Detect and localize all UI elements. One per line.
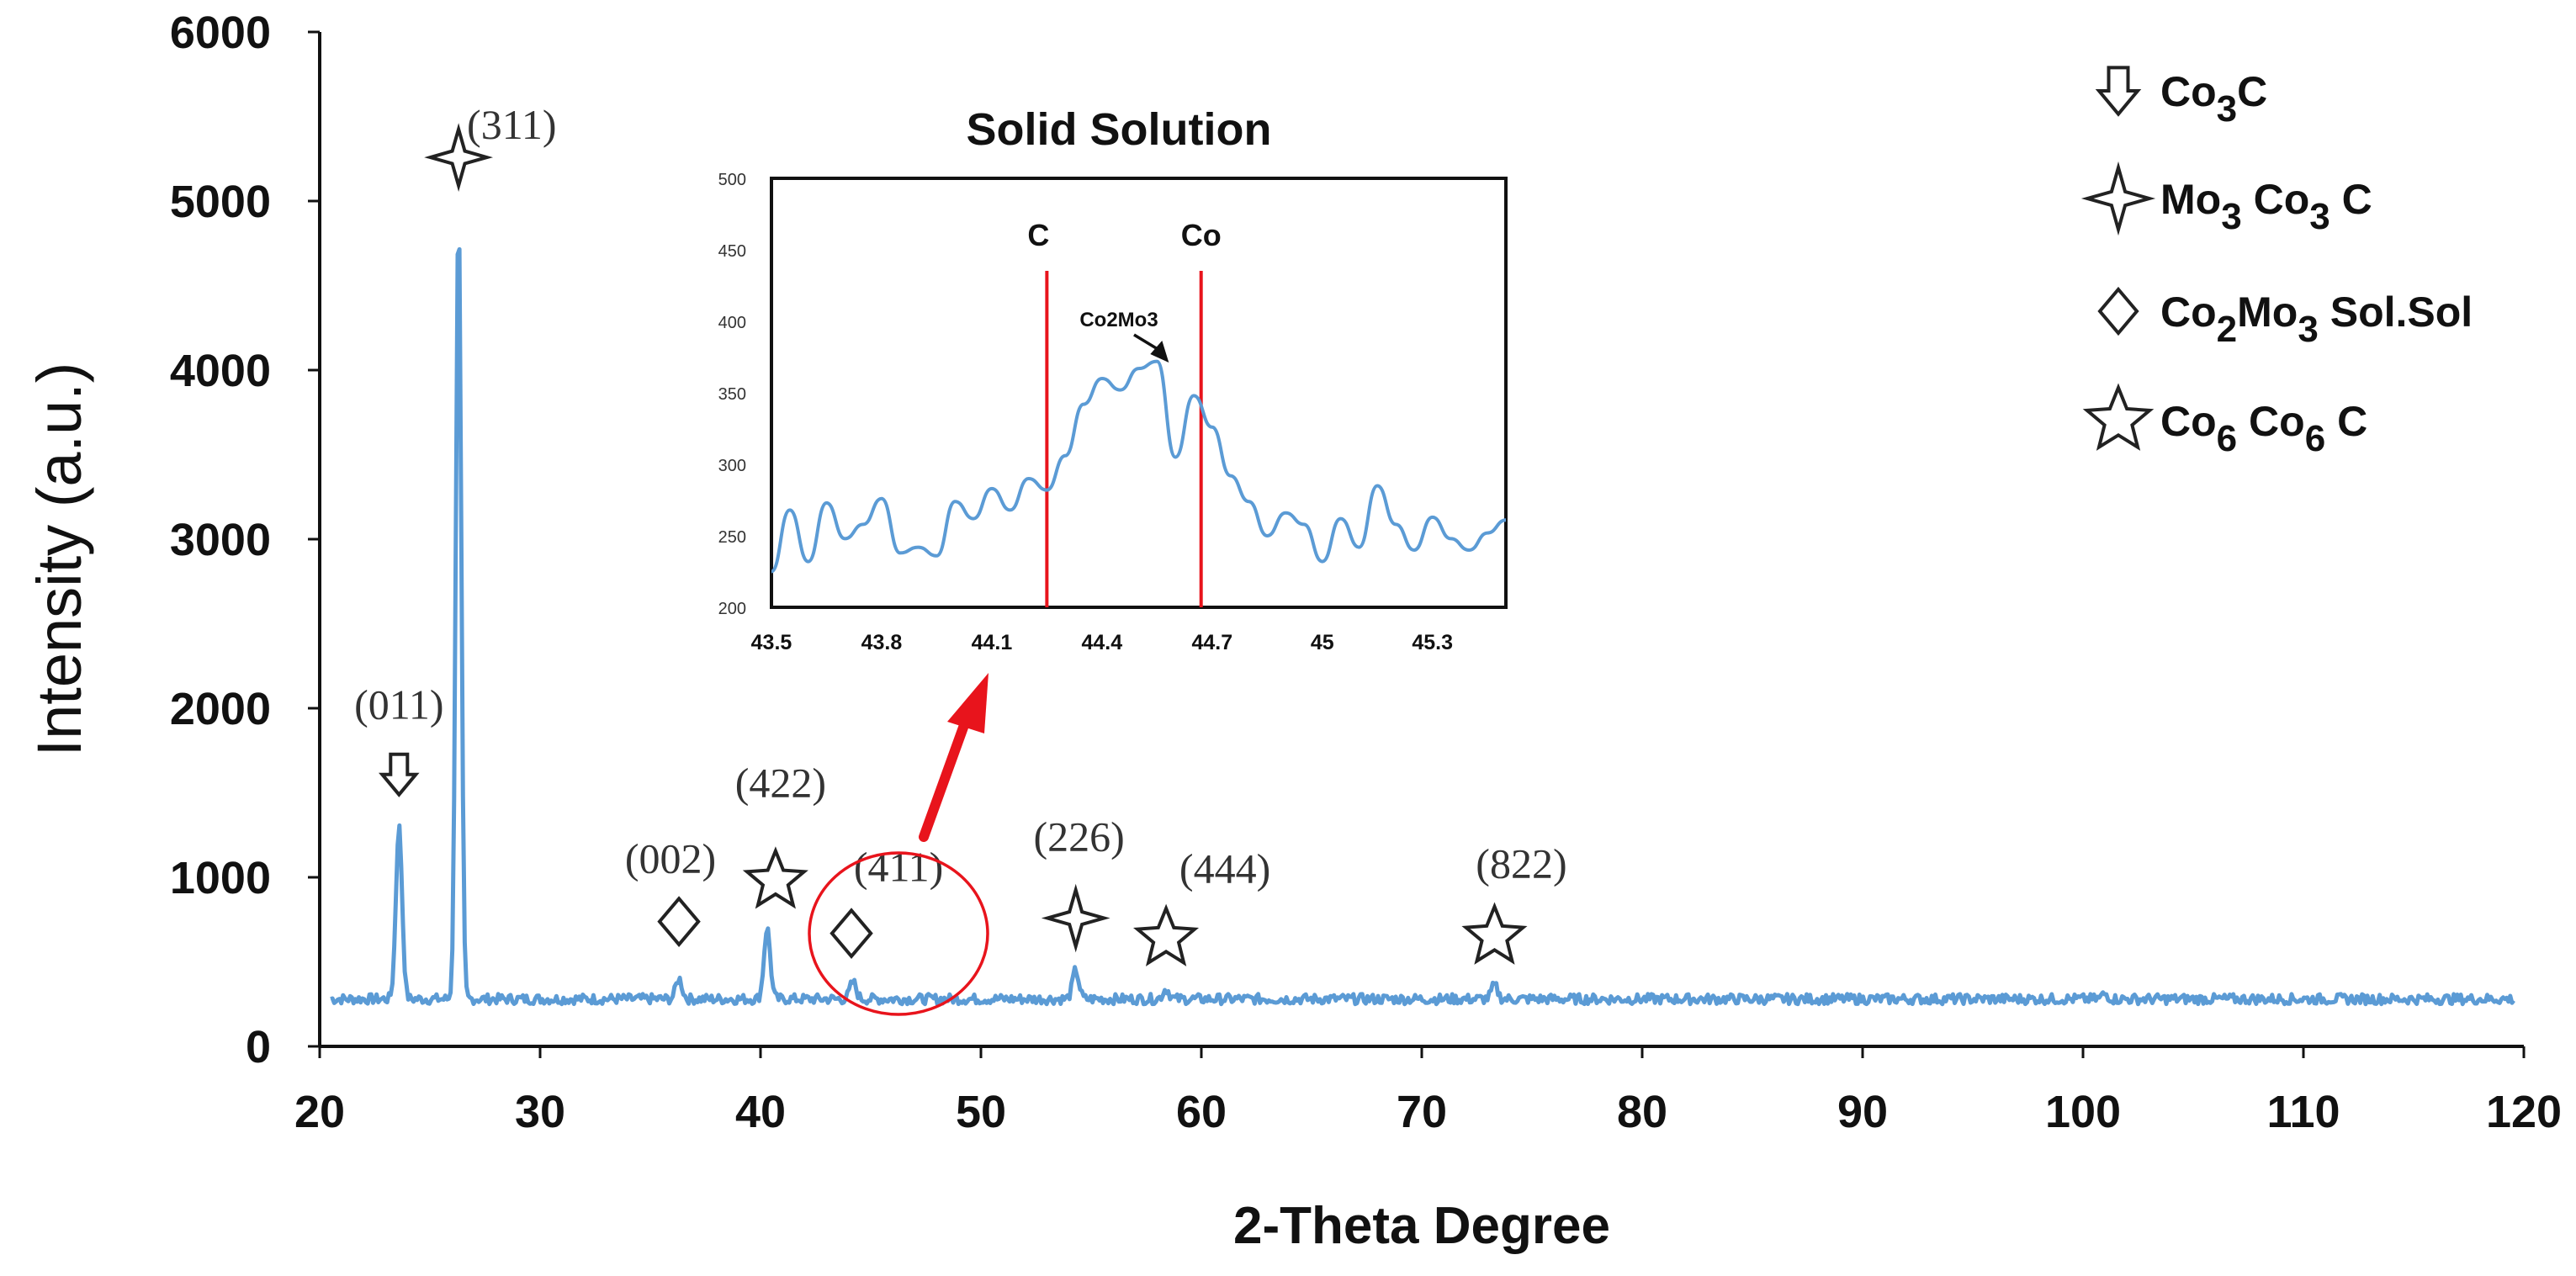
- inset-y-tick-label: 500: [718, 171, 746, 189]
- diamond-marker: [830, 908, 873, 960]
- legend-entry-1: Co3C: [2160, 68, 2267, 130]
- x-axis-label: 2-Theta Degree: [1233, 1197, 1610, 1255]
- highlight-arrow-head: [947, 673, 989, 733]
- five-point-star-marker: [1461, 902, 1528, 965]
- peak-label: (226): [1034, 813, 1125, 860]
- inset-y-tick-label: 450: [718, 242, 746, 261]
- x-tick-label: 120: [2486, 1087, 2562, 1137]
- x-tick-label: 90: [1837, 1087, 1888, 1137]
- five-point-star-marker: [742, 846, 808, 909]
- legend-entry-3: Co2Mo3 Sol.Sol: [2160, 289, 2473, 350]
- legend-subscript: 3: [2217, 88, 2237, 130]
- x-tick-label: 70: [1397, 1087, 1447, 1137]
- peak-label: (011): [354, 681, 443, 728]
- legend-text: Co: [2242, 176, 2310, 223]
- y-tick-label: 1000: [170, 853, 271, 903]
- legend-text: Co: [2160, 398, 2217, 445]
- legend-subscript: 3: [2309, 196, 2330, 237]
- legend-subscript: 3: [2298, 309, 2318, 350]
- diamond-marker: [2097, 286, 2139, 336]
- x-tick-label: 80: [1617, 1087, 1667, 1137]
- inset-x-tick-label: 43.8: [861, 631, 903, 654]
- four-point-star-marker: [2080, 161, 2156, 236]
- inset-reference-label: C: [1027, 218, 1049, 252]
- legend-text: Co: [2160, 68, 2217, 115]
- y-tick-label: 4000: [170, 346, 271, 396]
- peak-label: (444): [1179, 845, 1270, 892]
- inset-x-tick-label: 45.3: [1412, 631, 1453, 654]
- x-tick-label: 20: [294, 1087, 345, 1137]
- inset-y-tick-label: 250: [718, 528, 746, 547]
- legend-entry-4: Co6 Co6 C: [2160, 398, 2367, 459]
- down-arrow-marker: [2095, 66, 2142, 117]
- diamond-marker: [657, 896, 701, 947]
- highlight-circle: [808, 851, 989, 1016]
- inset-x-tick-label: 44.1: [972, 631, 1013, 654]
- peak-label: (311): [467, 101, 556, 148]
- peak-label: (822): [1476, 840, 1566, 887]
- xrd-series-line: [330, 246, 2515, 1007]
- legend-text: C: [2237, 68, 2267, 115]
- legend-subscript: 2: [2217, 309, 2237, 350]
- inset-y-tick-label: 300: [718, 457, 746, 475]
- legend-text: C: [2325, 398, 2367, 445]
- highlight-arrow-shaft: [919, 720, 969, 842]
- x-tick-label: 110: [2266, 1087, 2340, 1137]
- y-tick-label: 6000: [170, 8, 271, 58]
- peak-label: (422): [735, 759, 826, 806]
- x-tick-label: 40: [735, 1087, 786, 1137]
- legend-text: Co: [2237, 398, 2305, 445]
- legend-text: Mo: [2237, 289, 2298, 336]
- inset-series-line: [770, 359, 1507, 574]
- inset-x-tick-label: 44.4: [1082, 631, 1123, 654]
- legend-subscript: 3: [2221, 196, 2241, 237]
- x-tick-label: 50: [956, 1087, 1006, 1137]
- legend-text: C: [2330, 176, 2372, 223]
- five-point-star-marker: [2082, 383, 2155, 451]
- inset-y-tick-label: 200: [718, 600, 746, 618]
- legend-entry-2: Mo3 Co3 C: [2160, 176, 2372, 237]
- inset-frame: [770, 177, 1508, 609]
- y-axis-label: Intensity (a.u.): [24, 363, 94, 757]
- inset-peak-label: Co2Mo3: [1079, 309, 1158, 331]
- inset-reference-label: Co: [1181, 218, 1222, 252]
- inset-peak-arrow-head: [1150, 341, 1169, 363]
- four-point-star-marker: [424, 123, 494, 193]
- y-tick-label: 3000: [170, 515, 271, 565]
- four-point-star-marker: [1041, 883, 1110, 953]
- down-arrow-marker: [379, 752, 420, 797]
- legend-text: Mo: [2160, 176, 2221, 223]
- legend-subscript: 6: [2217, 418, 2237, 459]
- five-point-star-marker: [1133, 903, 1200, 966]
- inset-y-tick-label: 350: [718, 385, 746, 404]
- y-tick-label: 2000: [170, 684, 271, 734]
- y-tick-label: 0: [246, 1022, 271, 1072]
- legend-text: Sol.Sol: [2319, 289, 2473, 336]
- y-tick-label: 5000: [170, 177, 271, 227]
- peak-label: (002): [625, 835, 716, 882]
- legend-text: Co: [2160, 289, 2217, 336]
- x-tick-label: 30: [515, 1087, 565, 1137]
- x-tick-label: 60: [1176, 1087, 1227, 1137]
- inset-y-tick-label: 400: [718, 314, 746, 332]
- inset-x-tick-label: 44.7: [1191, 631, 1232, 654]
- peak-label: (411): [854, 844, 943, 891]
- legend-subscript: 6: [2305, 418, 2325, 459]
- inset-title: Solid Solution: [967, 104, 1272, 155]
- x-tick-label: 100: [2045, 1087, 2121, 1137]
- inset-x-tick-label: 45: [1311, 631, 1334, 654]
- inset-x-tick-label: 43.5: [751, 631, 792, 654]
